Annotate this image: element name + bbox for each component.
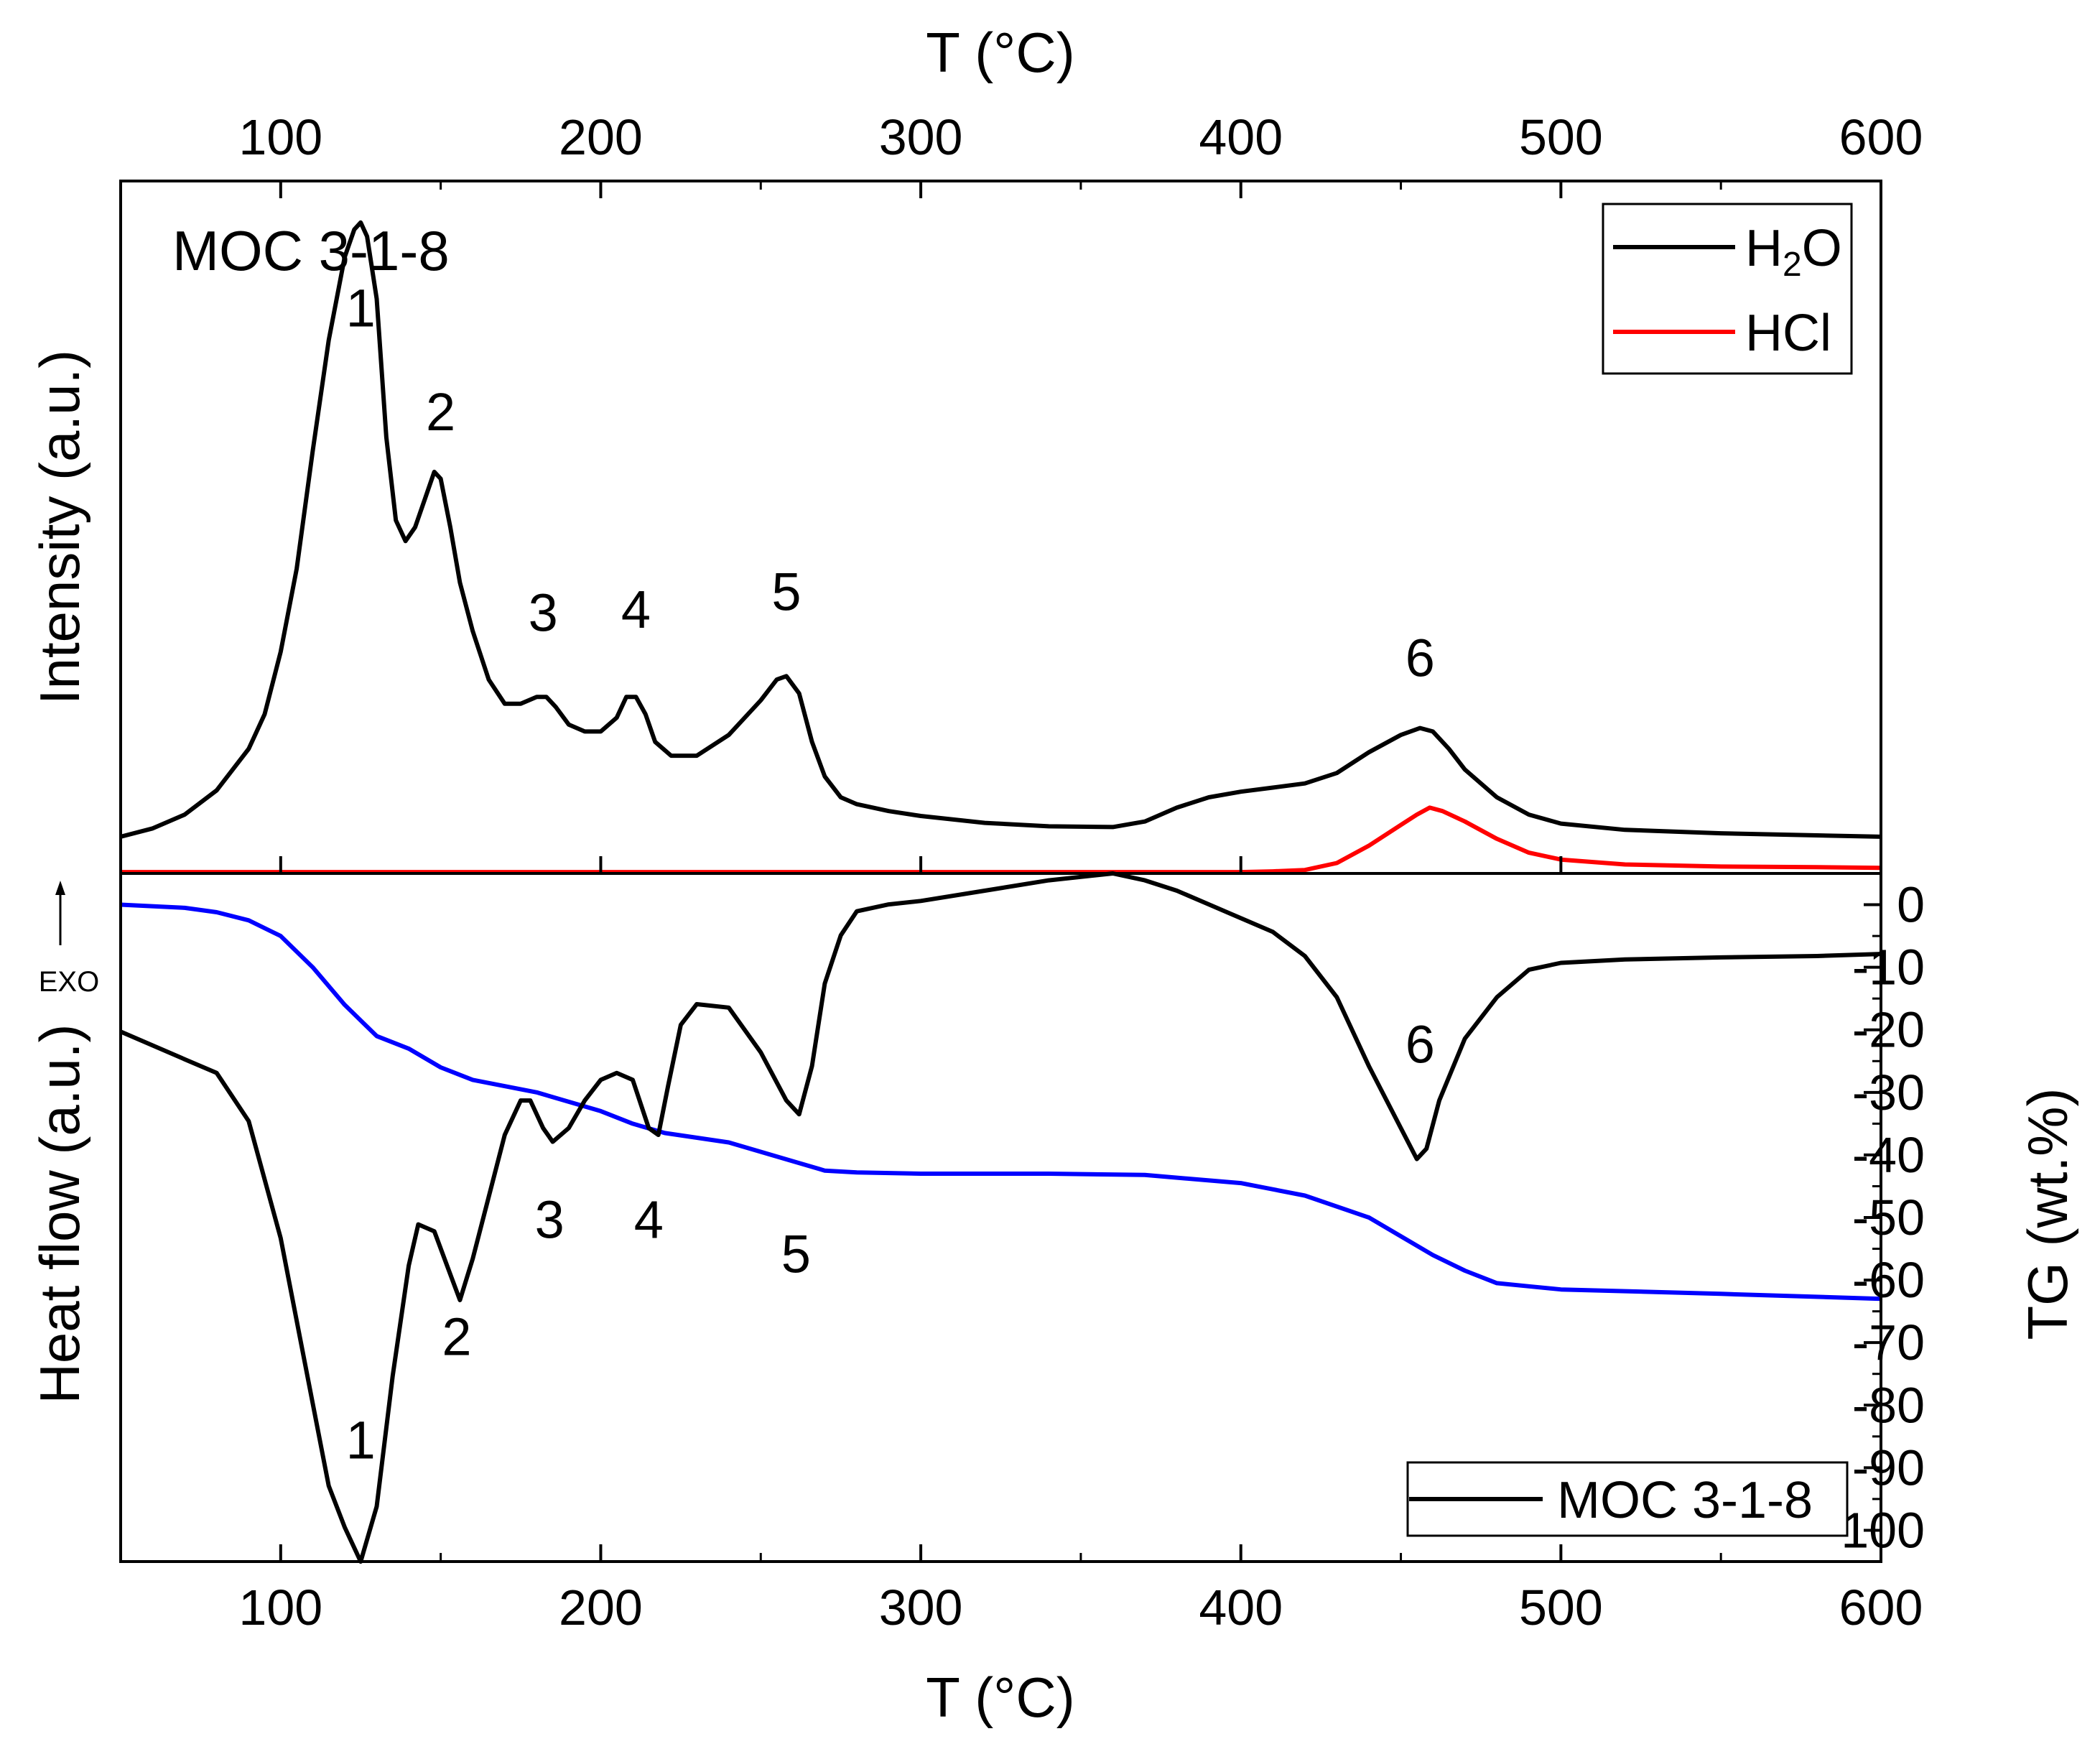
exo-label: EXO [39, 966, 99, 998]
top-axis-x-ticks [279, 181, 1722, 198]
tg-y-tick-label: -60 [1852, 1252, 1925, 1308]
exo-indicator: EXO [39, 881, 99, 998]
top-series-lines [120, 220, 1882, 875]
bottom-y-axis-title: Heat flow (a.u.) [28, 1024, 91, 1404]
tg-y-tick-label: -40 [1852, 1127, 1925, 1183]
top-legend-box [1602, 203, 1853, 375]
tg-y-tick-label: -20 [1852, 1002, 1925, 1058]
bottom-right-axis-ticks [1864, 903, 1881, 1563]
legend-h2o-subscript: 2 [1783, 246, 1802, 284]
bottom-panel: 1 2 3 4 5 6 100 200 300 400 500 600 0 -10 -20 -30 -40 -… [28, 871, 2079, 1729]
top-peak-label-2: 2 [426, 382, 455, 442]
bottom-peak-label-3: 3 [535, 1190, 565, 1250]
top-x-tick-label: 300 [879, 109, 963, 165]
series-line-tg [120, 902, 1882, 1302]
tg-y-tick-label: -30 [1852, 1065, 1925, 1121]
legend-moc-label: MOC 3-1-8 [1557, 1472, 1813, 1529]
bottom-peak-label-1: 1 [346, 1410, 376, 1470]
top-peak-labels: 12 3 4 5 6 [346, 278, 1435, 687]
sample-label: MOC 3-1-8 [172, 219, 450, 282]
top-peak-label-4: 4 [621, 580, 651, 639]
top-x-tick-label: 600 [1839, 109, 1923, 165]
tg-y-tick-label: -80 [1852, 1377, 1925, 1433]
top-x-tick-label: 100 [238, 109, 322, 165]
tg-axis-title: TG (wt.%) [2016, 1088, 2079, 1340]
tg-y-tick-label: -50 [1852, 1189, 1925, 1246]
bottom-x-tick-label: 600 [1839, 1580, 1923, 1636]
bottom-peak-label-6: 6 [1406, 1014, 1435, 1074]
bottom-x-tick-label: 400 [1199, 1580, 1283, 1636]
series-line-heat-flow [119, 871, 1882, 1564]
bottom-peak-labels: 1 2 3 4 5 6 [346, 1014, 1435, 1470]
bottom-x-tick-label: 200 [559, 1580, 643, 1636]
legend-h2o-main: H [1745, 220, 1783, 277]
top-y-axis-title: Intensity (a.u.) [28, 350, 91, 705]
legend-hcl-label: HCl [1745, 305, 1831, 362]
top-x-axis-title: T (°C) [926, 21, 1074, 84]
top-panel-bottom-ticks [279, 856, 1563, 873]
tg-y-tick-label: -70 [1852, 1314, 1925, 1370]
top-x-tick-label: 400 [1199, 109, 1283, 165]
tg-y-tick-label: -10 [1852, 940, 1925, 996]
bottom-series-lines [119, 871, 1882, 1564]
top-x-tick-label: 500 [1519, 109, 1603, 165]
bottom-legend: MOC 3-1-8 [1406, 1461, 1849, 1537]
top-peak-label-6: 6 [1406, 628, 1435, 687]
bottom-axis-x-tick-labels: 100 200 300 400 500 600 [238, 1580, 1923, 1636]
series-line-h2o [120, 220, 1882, 839]
top-peak-label-3: 3 [529, 583, 558, 643]
legend-h2o-label: H2O [1745, 220, 1842, 284]
bottom-x-tick-label: 500 [1519, 1580, 1603, 1636]
bottom-peak-label-5: 5 [781, 1225, 811, 1284]
bottom-x-tick-label: 300 [879, 1580, 963, 1636]
top-peak-label-1: 1 [346, 278, 376, 338]
tg-y-tick-label: -90 [1852, 1439, 1925, 1495]
bottom-peak-label-2: 2 [442, 1307, 471, 1367]
top-panel: 123 4 56 100 200 300 400 500 600 T (°C) Intensi… [28, 21, 1923, 875]
bottom-x-axis-title: T (°C) [926, 1666, 1074, 1729]
exo-arrow-head-icon [55, 881, 65, 895]
top-legend: H2O HCl [1602, 203, 1853, 375]
series-line-hcl [121, 805, 1882, 875]
bottom-peak-label-4: 4 [634, 1190, 664, 1250]
top-axis-x-tick-labels: 100 200 300 400 500 600 [238, 109, 1923, 165]
bottom-x-tick-label: 100 [238, 1580, 322, 1636]
top-peak-label-5: 5 [771, 562, 801, 622]
top-x-tick-label: 200 [559, 109, 643, 165]
tg-y-tick-label: 0 [1897, 877, 1925, 933]
bottom-axis-x-ticks [279, 1544, 1722, 1562]
legend-h2o-tail: O [1802, 220, 1842, 277]
